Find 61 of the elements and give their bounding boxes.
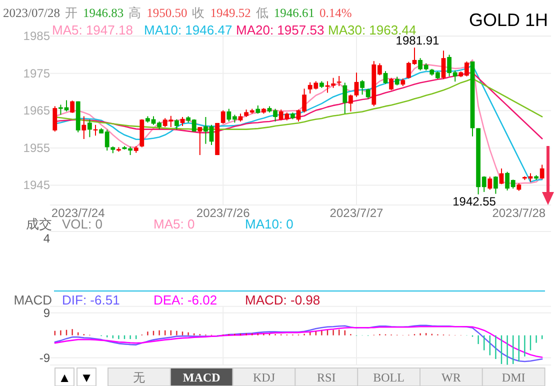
text: 低: [256, 6, 269, 20]
chart-title: GOLD 1H: [468, 10, 548, 30]
text: DMI: [502, 370, 526, 384]
candlestick: [348, 94, 353, 112]
text: 高: [128, 5, 142, 20]
text: 4: [43, 232, 50, 246]
text: 1949.52: [210, 6, 251, 20]
y-tick-label: 1975: [23, 66, 50, 80]
series-label: MACD: -0.98: [245, 292, 320, 308]
text: KDJ: [252, 370, 276, 384]
text: 开: [64, 6, 78, 20]
chart-title: MACD: [14, 292, 52, 308]
candlestick: [488, 176, 492, 190]
text: 1946.61: [274, 6, 314, 20]
candlestick: [70, 100, 74, 114]
candlestick: [441, 50, 446, 80]
text: 成交: [26, 216, 52, 232]
text: WR: [442, 370, 461, 384]
candlestick: [325, 80, 330, 94]
y-tick-label: 1945: [23, 178, 50, 192]
text: ▼: [80, 370, 93, 385]
candlestick: [540, 164, 544, 180]
candlestick: [354, 72, 359, 98]
text: MACD: [182, 370, 221, 384]
y-tick-label: 1965: [23, 104, 50, 118]
candlestick: [82, 116, 86, 140]
candlestick: [383, 70, 388, 84]
candlestick: [360, 80, 364, 96]
text: 收: [192, 6, 206, 20]
text: MA5: 1947.18: [52, 22, 133, 38]
candlestick: [389, 77, 394, 91]
text: 1946.83: [82, 6, 124, 20]
y-tick-label: 9: [43, 306, 50, 320]
candlestick: [331, 77, 336, 88]
text: 0.14%: [319, 6, 352, 20]
candlestick: [494, 176, 498, 194]
candlestick: [174, 118, 179, 130]
candlestick: [198, 126, 202, 156]
annotation: 1942.55: [452, 194, 496, 208]
y-tick-label: -9: [39, 350, 50, 365]
text: 1950.50: [146, 6, 188, 20]
text: ▲: [58, 370, 71, 385]
text: DEA: -6.02: [154, 292, 218, 308]
y-tick-label: 1955: [23, 140, 50, 155]
text: 无: [133, 370, 146, 384]
x-tick-label: 2023/7/27: [330, 206, 384, 220]
text: RSI: [317, 370, 336, 384]
x-tick-label: 2023/7/28: [492, 206, 546, 220]
text: 2023/07/28: [3, 6, 60, 20]
candlestick: [342, 82, 348, 114]
y-tick-label: 1985: [23, 29, 50, 44]
text: MA20: 1957.53: [236, 22, 324, 38]
text: MA5: 0: [154, 216, 195, 232]
candlestick: [220, 110, 226, 124]
text: DIF: -6.51: [62, 292, 120, 308]
text: BOLL: [373, 370, 404, 384]
text: MA10: 1946.47: [144, 22, 232, 38]
candlestick: [366, 88, 370, 100]
candlestick: [88, 119, 92, 138]
candlestick: [52, 106, 58, 132]
candlestick: [336, 75, 342, 87]
